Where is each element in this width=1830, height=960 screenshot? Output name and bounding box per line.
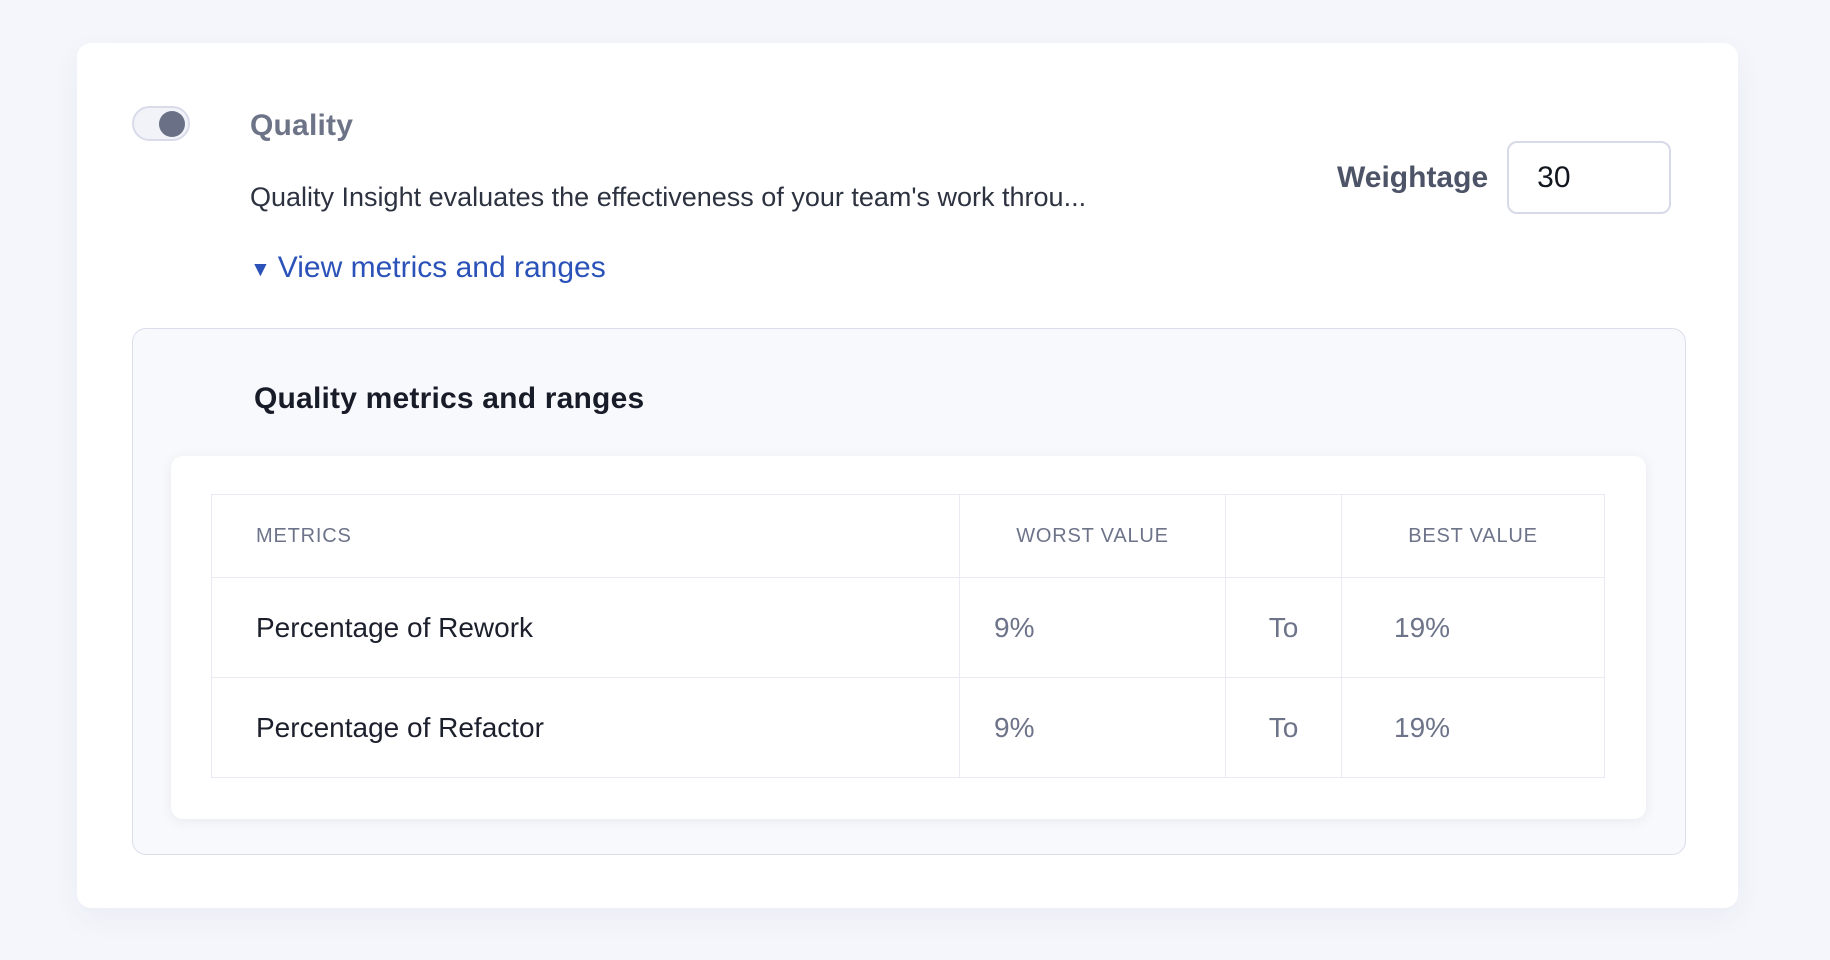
metric-name: Percentage of Rework bbox=[211, 577, 960, 678]
metrics-panel-title: Quality metrics and ranges bbox=[254, 382, 645, 415]
table-header-row: METRICS WORST VALUE BEST VALUE bbox=[211, 494, 1605, 578]
metrics-table-card: METRICS WORST VALUE BEST VALUE Percentag… bbox=[171, 456, 1646, 819]
section-description: Quality Insight evaluates the effectiven… bbox=[250, 182, 1087, 212]
best-value: 19% bbox=[1341, 677, 1605, 778]
table-header-worst-value: WORST VALUE bbox=[959, 494, 1226, 578]
quality-toggle[interactable] bbox=[132, 106, 190, 141]
collapse-triangle-icon: ▼ bbox=[250, 257, 271, 281]
table-header-best-value: BEST VALUE bbox=[1341, 494, 1605, 578]
best-value: 19% bbox=[1341, 577, 1605, 678]
section-title: Quality bbox=[250, 109, 354, 142]
toggle-knob bbox=[159, 110, 185, 137]
to-label: To bbox=[1225, 677, 1342, 778]
weightage-label: Weightage bbox=[1337, 160, 1489, 194]
worst-value: 9% bbox=[959, 677, 1226, 778]
metric-name: Percentage of Refactor bbox=[211, 677, 960, 778]
metrics-table: METRICS WORST VALUE BEST VALUE Percentag… bbox=[211, 494, 1605, 778]
table-header-metrics: METRICS bbox=[211, 494, 960, 578]
to-label: To bbox=[1225, 577, 1342, 678]
quality-section-card: Quality Quality Insight evaluates the ef… bbox=[77, 43, 1738, 908]
table-row: Percentage of Rework 9% To 19% bbox=[211, 577, 1605, 678]
worst-value: 9% bbox=[959, 577, 1226, 678]
table-row: Percentage of Refactor 9% To 19% bbox=[211, 677, 1605, 778]
weightage-input[interactable] bbox=[1507, 141, 1672, 214]
metrics-panel: Quality metrics and ranges METRICS WORST… bbox=[132, 328, 1686, 855]
view-metrics-link[interactable]: ▼ View metrics and ranges bbox=[250, 251, 606, 285]
view-metrics-link-label: View metrics and ranges bbox=[277, 251, 606, 284]
weightage-row: Weightage bbox=[1337, 141, 1672, 214]
table-header-to bbox=[1225, 494, 1342, 578]
